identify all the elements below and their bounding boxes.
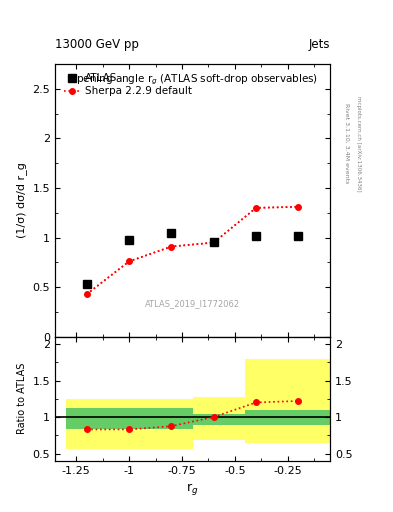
Y-axis label: Ratio to ATLAS: Ratio to ATLAS xyxy=(17,363,27,435)
X-axis label: r$_g$: r$_g$ xyxy=(186,481,199,497)
Sherpa 2.2.9 default xyxy=(169,244,174,250)
Text: Rivet 3.1.10, 3.4M events: Rivet 3.1.10, 3.4M events xyxy=(344,103,349,183)
Sherpa 2.2.9 default xyxy=(127,259,131,265)
ATLAS xyxy=(127,237,131,243)
Text: 13000 GeV pp: 13000 GeV pp xyxy=(55,38,139,51)
Line: ATLAS: ATLAS xyxy=(83,229,302,288)
Text: Opening angle r$_g$ (ATLAS soft-drop observables): Opening angle r$_g$ (ATLAS soft-drop obs… xyxy=(68,72,318,87)
ATLAS xyxy=(84,281,89,287)
Y-axis label: (1/σ) dσ/d r_g: (1/σ) dσ/d r_g xyxy=(16,162,27,239)
Sherpa 2.2.9 default xyxy=(84,291,89,297)
Line: Sherpa 2.2.9 default: Sherpa 2.2.9 default xyxy=(84,204,301,297)
ATLAS xyxy=(211,239,216,245)
ATLAS xyxy=(296,232,301,239)
Sherpa 2.2.9 default xyxy=(211,240,216,246)
Legend: ATLAS, Sherpa 2.2.9 default: ATLAS, Sherpa 2.2.9 default xyxy=(60,69,196,101)
Sherpa 2.2.9 default xyxy=(296,204,301,210)
Text: ATLAS_2019_I1772062: ATLAS_2019_I1772062 xyxy=(145,300,240,309)
Sherpa 2.2.9 default xyxy=(254,205,259,211)
ATLAS xyxy=(169,229,174,236)
ATLAS xyxy=(254,232,259,239)
Text: Jets: Jets xyxy=(309,38,330,51)
Text: mcplots.cern.ch [arXiv:1306.3436]: mcplots.cern.ch [arXiv:1306.3436] xyxy=(356,96,361,191)
